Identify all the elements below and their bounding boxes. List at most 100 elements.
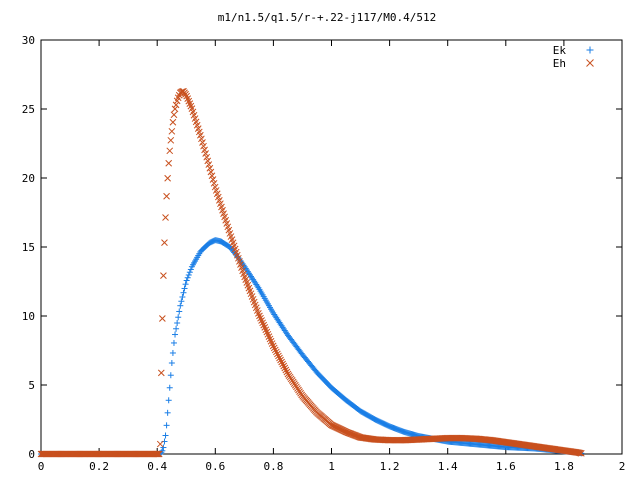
plot-frame — [40, 39, 623, 455]
data-point — [172, 101, 180, 109]
data-point — [159, 447, 166, 454]
data-point — [575, 449, 583, 457]
data-point — [204, 157, 212, 165]
data-point — [172, 331, 179, 338]
data-point — [163, 422, 170, 429]
data-point — [167, 136, 175, 144]
data-point — [183, 277, 190, 284]
y-tick-label: 30 — [22, 34, 35, 47]
data-point — [185, 271, 192, 278]
data-point — [198, 135, 205, 143]
data-point — [186, 269, 193, 276]
y-tick-label: 5 — [28, 379, 35, 392]
data-point — [201, 146, 208, 154]
data-point — [176, 308, 183, 315]
data-point — [271, 346, 279, 354]
legend-marker — [586, 59, 594, 67]
data-point — [165, 397, 172, 404]
data-point — [205, 161, 213, 168]
data-point — [167, 372, 174, 379]
data-point — [160, 272, 167, 279]
data-point — [277, 356, 284, 364]
data-point — [187, 266, 194, 273]
x-tick-label: 0.4 — [147, 460, 167, 473]
legend-marker — [586, 46, 594, 54]
data-point — [184, 274, 191, 281]
legend-label: Eh — [553, 57, 566, 70]
data-point — [577, 449, 585, 457]
x-tick-label: 0.2 — [89, 460, 109, 473]
data-point — [199, 139, 206, 146]
data-point — [168, 127, 176, 135]
y-axis: 0 5 10 15 20 25 30 — [22, 34, 622, 461]
data-point — [162, 214, 169, 221]
x-tick-label: 1.6 — [496, 460, 516, 473]
data-point — [206, 164, 214, 172]
data-point — [159, 315, 166, 322]
data-point — [170, 339, 177, 346]
data-point — [166, 384, 173, 391]
x-tick-label: 0 — [38, 460, 45, 473]
x-tick-label: 1 — [328, 460, 335, 473]
data-point — [200, 142, 207, 150]
x-axis: 0 0.2 0.4 0.6 0.8 1 1.2 1.4 1.6 1.8 2 — [38, 40, 626, 473]
data-point — [164, 174, 171, 182]
data-point — [281, 364, 289, 372]
data-point — [272, 348, 280, 356]
data-point — [278, 358, 285, 366]
x-tick-label: 1.2 — [380, 460, 400, 473]
data-point — [177, 302, 184, 309]
data-point — [154, 450, 162, 458]
x-tick-label: 1.8 — [554, 460, 574, 473]
data-point — [164, 409, 171, 416]
data-point — [208, 172, 216, 180]
legend-label: Ek — [553, 44, 567, 57]
data-point — [181, 285, 188, 292]
data-point — [182, 281, 189, 288]
data-point — [207, 168, 215, 176]
data-point — [155, 450, 163, 458]
y-tick-label: 15 — [22, 241, 35, 254]
data-point — [171, 105, 179, 113]
y-tick-label: 20 — [22, 172, 35, 185]
data-point — [209, 176, 217, 183]
data-point — [180, 289, 187, 296]
x-tick-label: 1.4 — [438, 460, 458, 473]
data-point — [274, 350, 281, 358]
data-point — [161, 239, 168, 246]
data-point — [163, 192, 170, 200]
data-point — [182, 90, 189, 98]
data-point — [173, 325, 180, 332]
data-point — [169, 118, 177, 126]
data-point — [153, 450, 161, 458]
data-point — [203, 153, 211, 161]
x-tick-label: 0.6 — [205, 460, 225, 473]
data-point — [279, 360, 287, 368]
data-point — [179, 293, 186, 300]
y-tick-label: 10 — [22, 310, 35, 323]
data-point — [280, 362, 288, 370]
data-point — [275, 352, 282, 360]
series-eh — [37, 87, 585, 458]
x-tick-label: 2 — [619, 460, 626, 473]
data-point — [169, 349, 176, 356]
data-point — [168, 360, 175, 367]
data-point — [162, 432, 169, 439]
y-tick-label: 0 — [28, 448, 35, 461]
data-point — [210, 179, 218, 187]
data-point — [175, 314, 182, 321]
y-tick-label: 25 — [22, 103, 35, 116]
data-point — [276, 354, 283, 362]
data-point — [165, 159, 173, 167]
data-point — [157, 369, 165, 377]
data-point — [282, 366, 290, 374]
data-point — [156, 440, 164, 448]
data-point — [174, 319, 181, 326]
data-point — [152, 450, 160, 458]
data-point — [283, 368, 291, 376]
series-layer — [37, 87, 585, 458]
data-point — [576, 449, 584, 457]
